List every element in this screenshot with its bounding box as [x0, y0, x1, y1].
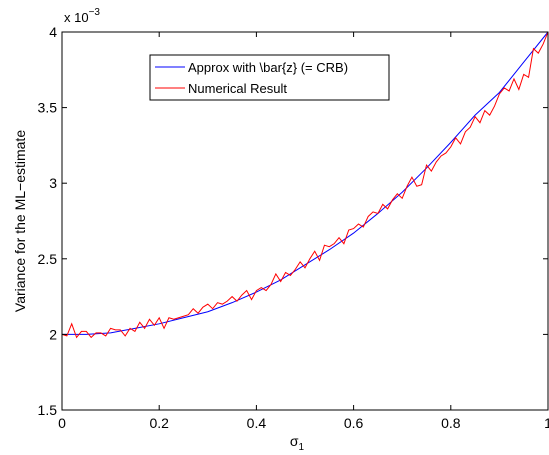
y-tick-label: 1.5: [38, 402, 58, 418]
x-tick-label: 0.8: [441, 415, 461, 431]
tick-labels: 0 0.2 0.4 0.6 0.8 1 1.5 2 2.5 3 3.5 4: [38, 24, 549, 431]
x-tick-label: 0: [58, 415, 66, 431]
y-tick-label: 2: [49, 326, 57, 342]
legend-text-approx: Approx with \bar{z} (= CRB): [188, 60, 348, 75]
legend-box: [149, 54, 390, 101]
y-tick-label: 4: [49, 24, 57, 40]
y-multiplier: x 10−3: [64, 7, 100, 25]
x-axis-label: σ1: [290, 433, 305, 453]
x-axis-label-main: σ: [290, 433, 299, 449]
y-tick-label: 3: [49, 175, 57, 191]
x-axis-label-subscript: 1: [299, 442, 305, 453]
legend-text-numerical: Numerical Result: [188, 81, 287, 96]
y-multiplier-exponent: −3: [89, 7, 101, 18]
x-tick-label: 0.4: [247, 415, 267, 431]
y-tick-label: 2.5: [38, 251, 58, 267]
series-layer: [61, 31, 549, 339]
y-axis-label: Variance for the ML−estimate: [12, 130, 28, 312]
x-tick-label: 1: [544, 415, 549, 431]
series-line-numerical: [61, 31, 549, 339]
legend: Approx with \bar{z} (= CRB) Numerical Re…: [149, 54, 390, 101]
x-tick-label: 0.6: [344, 415, 364, 431]
y-tick-label: 3.5: [38, 100, 58, 116]
x-tick-label: 0.2: [149, 415, 169, 431]
ticks-layer: [61, 31, 549, 411]
y-multiplier-base: x 10: [64, 10, 89, 25]
plot-frame: [61, 31, 549, 411]
